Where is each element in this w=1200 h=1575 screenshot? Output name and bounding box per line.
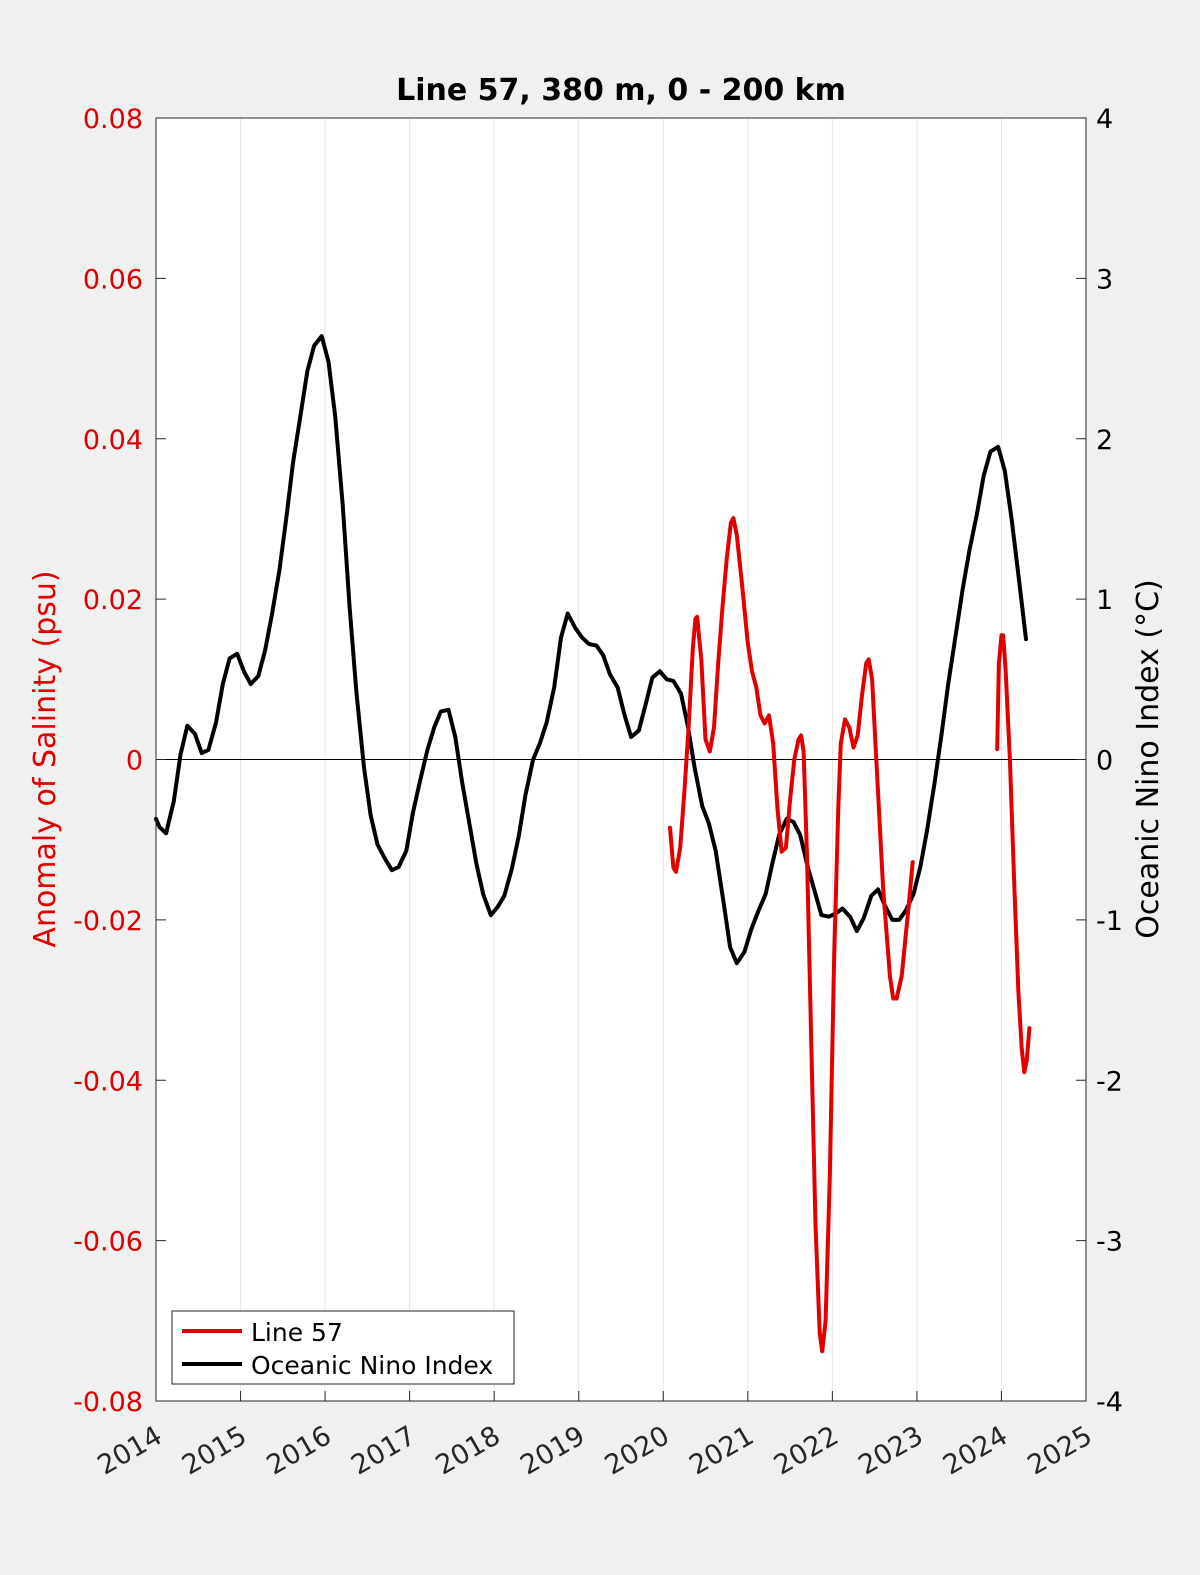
left-y-axis: 0.08 0.06 0.04 0.02 0 -0.02 -0.04 -0.06 -0.08 xyxy=(73,104,166,1418)
chart-title: Line 57, 380 m, 0 - 200 km xyxy=(396,73,846,108)
left-y-tick-label: -0.02 xyxy=(73,906,143,937)
legend-label-oni: Oceanic Nino Index xyxy=(251,1351,493,1380)
right-y-axis: 4 3 2 1 0 -1 -2 -3 -4 xyxy=(1076,104,1123,1418)
left-y-tick-label: 0.08 xyxy=(83,104,143,135)
left-y-tick-label: 0 xyxy=(126,746,143,777)
right-y-tick-label: 4 xyxy=(1096,104,1113,135)
left-y-tick-label: -0.06 xyxy=(73,1227,143,1258)
series-oceanic-nino-index-segment-0 xyxy=(154,334,1028,966)
right-y-tick-label: 2 xyxy=(1096,425,1113,456)
right-y-tick-label: -2 xyxy=(1096,1066,1123,1097)
right-y-tick-label: 1 xyxy=(1096,585,1113,616)
left-y-tick-label: 0.04 xyxy=(83,425,143,456)
legend-label-line57: Line 57 xyxy=(251,1318,343,1347)
legend: Line 57 Oceanic Nino Index xyxy=(171,1310,515,1385)
left-y-tick-label: -0.04 xyxy=(73,1066,143,1097)
right-y-tick-label: 3 xyxy=(1096,264,1113,295)
right-y-tick-label: -3 xyxy=(1096,1227,1123,1258)
left-axis-label: Anomaly of Salinity (psu) xyxy=(28,570,63,947)
left-y-tick-label: 0.02 xyxy=(83,585,143,616)
left-y-tick-label: -0.08 xyxy=(73,1387,143,1418)
right-axis-label: Oceanic Nino Index (°C) xyxy=(1131,579,1166,939)
left-y-tick-label: 0.06 xyxy=(83,264,143,295)
series-line-57-segment-0 xyxy=(668,516,915,1354)
series-line-57-segment-1 xyxy=(995,633,1032,1075)
right-y-tick-label: 0 xyxy=(1096,746,1113,777)
right-y-tick-label: -1 xyxy=(1096,906,1123,937)
legend-box xyxy=(171,1310,515,1385)
series-layer xyxy=(154,334,1032,1354)
right-y-tick-label: -4 xyxy=(1096,1387,1123,1418)
